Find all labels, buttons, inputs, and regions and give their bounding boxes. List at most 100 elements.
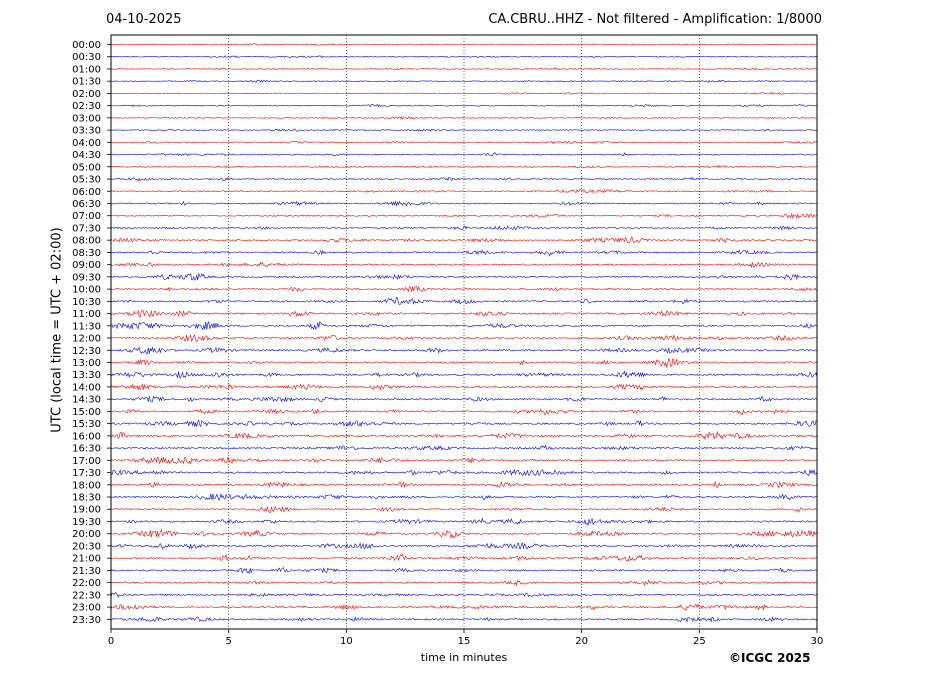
row-label: 18:30 — [72, 493, 101, 504]
trace-2000 — [110, 528, 818, 539]
trace-0900 — [110, 261, 818, 269]
trace-0500 — [110, 165, 818, 169]
x-tick-label: 5 — [225, 636, 231, 647]
x-tick-label: 20 — [575, 636, 588, 647]
row-label: 10:00 — [72, 285, 101, 296]
x-tick-label: 25 — [693, 636, 706, 647]
trace-0600 — [110, 188, 818, 194]
row-label: 23:00 — [72, 603, 101, 614]
row-label: 08:30 — [72, 248, 101, 259]
trace-1800 — [110, 480, 818, 489]
row-label: 06:00 — [72, 187, 101, 198]
row-label: 21:30 — [72, 566, 101, 577]
trace-2030 — [110, 542, 818, 550]
row-label: 20:00 — [72, 529, 101, 540]
trace-2330 — [110, 616, 818, 623]
row-label: 05:30 — [72, 175, 101, 186]
row-label: 22:30 — [72, 590, 101, 601]
trace-1030 — [110, 297, 818, 306]
trace-1500 — [110, 408, 818, 415]
trace-1230 — [110, 346, 818, 355]
row-label: 13:00 — [72, 358, 101, 369]
x-axis-label: time in minutes — [420, 651, 508, 664]
trace-1100 — [110, 309, 818, 318]
x-tick-label: 10 — [340, 636, 353, 647]
row-label: 11:30 — [72, 321, 101, 332]
trace-2300 — [110, 603, 818, 612]
date-label: 04-10-2025 — [106, 12, 182, 27]
trace-0100 — [110, 67, 818, 70]
trace-2100 — [110, 553, 818, 562]
row-label: 01:00 — [72, 64, 101, 75]
row-label: 12:00 — [72, 334, 101, 345]
row-label: 10:30 — [72, 297, 101, 308]
row-label: 15:30 — [72, 419, 101, 430]
row-label: 19:30 — [72, 517, 101, 528]
row-label: 02:30 — [72, 101, 101, 112]
row-label: 19:00 — [72, 505, 101, 516]
trace-1400 — [110, 383, 818, 391]
row-label: 23:30 — [72, 615, 101, 626]
trace-1630 — [110, 444, 818, 451]
row-label: 17:30 — [72, 468, 101, 479]
row-label: 14:00 — [72, 382, 101, 393]
row-label: 13:30 — [72, 370, 101, 381]
trace-0730 — [110, 225, 818, 231]
row-label: 03:00 — [72, 113, 101, 124]
trace-1000 — [110, 285, 818, 293]
row-label: 04:30 — [72, 150, 101, 161]
row-label: 15:00 — [72, 407, 101, 418]
trace-0130 — [110, 79, 818, 83]
trace-1130 — [110, 321, 818, 331]
trace-0830 — [110, 249, 818, 257]
trace-1430 — [110, 395, 818, 403]
row-label: 00:30 — [72, 52, 101, 63]
trace-0330 — [110, 128, 818, 132]
trace-0000 — [110, 43, 818, 46]
row-label: 20:30 — [72, 541, 101, 552]
row-label: 16:00 — [72, 431, 101, 442]
row-label: 14:30 — [72, 395, 101, 406]
trace-2130 — [110, 567, 818, 574]
trace-1900 — [110, 505, 818, 513]
row-label: 17:00 — [72, 456, 101, 467]
trace-1330 — [110, 370, 818, 379]
trace-1530 — [110, 419, 818, 427]
row-label: 04:00 — [72, 138, 101, 149]
trace-1930 — [110, 517, 818, 526]
row-label: 22:00 — [72, 578, 101, 589]
row-label: 05:00 — [72, 162, 101, 173]
copyright-label: ©ICGC 2025 — [729, 651, 811, 665]
row-label: 01:30 — [72, 77, 101, 88]
trace-1200 — [110, 334, 818, 343]
x-tick-label: 30 — [811, 636, 824, 647]
trace-1730 — [110, 468, 818, 477]
trace-0200 — [110, 92, 818, 95]
row-label: 08:00 — [72, 236, 101, 247]
trace-0430 — [110, 152, 818, 157]
row-label: 12:30 — [72, 346, 101, 357]
row-label: 09:30 — [72, 272, 101, 283]
row-label: 06:30 — [72, 199, 101, 210]
row-label: 11:00 — [72, 309, 101, 320]
row-label: 21:00 — [72, 554, 101, 565]
trace-0230 — [110, 103, 818, 108]
trace-1300 — [110, 357, 818, 369]
trace-2200 — [110, 579, 818, 586]
row-label: 07:30 — [72, 223, 101, 234]
trace-0930 — [110, 273, 818, 281]
row-label: 02:00 — [72, 89, 101, 100]
row-label: 07:00 — [72, 211, 101, 222]
trace-0530 — [110, 176, 818, 182]
row-label: 03:30 — [72, 126, 101, 137]
trace-2230 — [110, 592, 818, 598]
trace-1830 — [110, 493, 818, 502]
trace-0300 — [110, 116, 818, 120]
row-label: 00:00 — [72, 40, 101, 51]
x-tick-label: 15 — [458, 636, 471, 647]
trace-0800 — [110, 236, 818, 244]
trace-0700 — [110, 212, 818, 220]
row-label: 09:00 — [72, 260, 101, 271]
trace-0630 — [110, 200, 818, 207]
